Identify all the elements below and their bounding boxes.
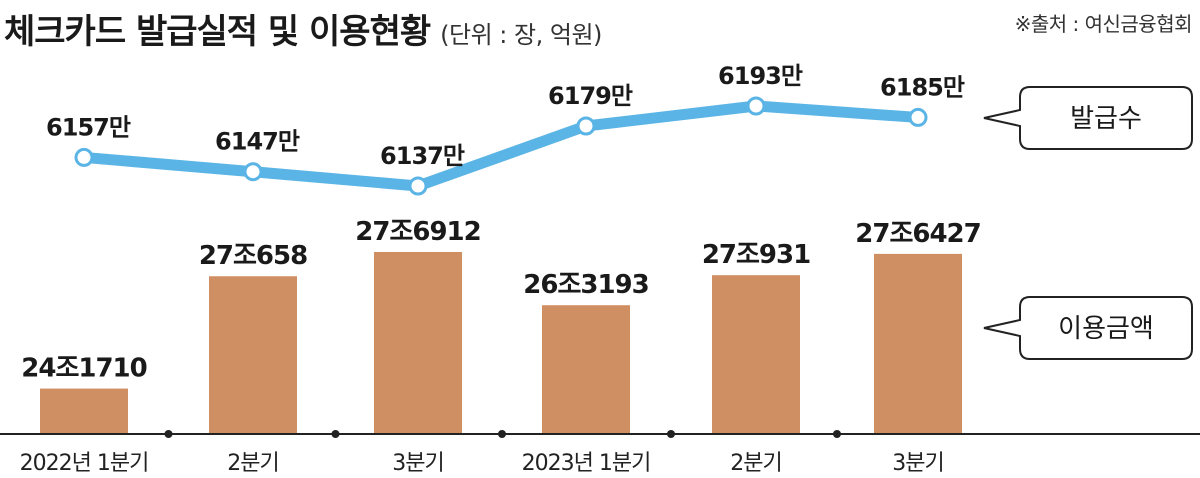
bar: [874, 253, 962, 434]
line-value-label: 6137만: [380, 142, 465, 170]
line-point: [746, 96, 766, 116]
bar: [40, 388, 128, 434]
bar-value-label: 24조1710: [21, 354, 146, 384]
bar-value-label: 27조658: [199, 241, 307, 271]
legend-callout-box: [983, 86, 1193, 150]
axis-divider-dot: [833, 430, 841, 438]
bar-value-label: 27조6912: [355, 217, 480, 247]
unit-note: (단위 : 장, 억원): [440, 21, 602, 49]
axis-divider-dot: [331, 430, 340, 438]
line-point: [243, 162, 263, 182]
line-series: [74, 96, 928, 196]
x-tick-label: 3분기: [892, 451, 943, 476]
legend-callout-box: [983, 296, 1193, 360]
bar-value-label: 26조3193: [523, 270, 648, 300]
line-point: [408, 176, 428, 196]
bar-value-label: 27조931: [702, 240, 810, 270]
line-path: [78, 100, 924, 192]
line-point: [908, 107, 928, 127]
bar-value-label: 27조6427: [855, 219, 980, 249]
line-value-label: 6185만: [880, 73, 965, 101]
x-tick-label: 2022년 1분기: [20, 451, 149, 476]
bar-value-labels: 24조1710 27조658 27조6912 26조3193 27조931 27조6427: [21, 217, 981, 384]
bar: [712, 275, 800, 434]
line-value-labels: 6157만 6147만 6137만 6179만 6193만 6185만: [46, 62, 966, 170]
x-tick-label: 3분기: [392, 451, 443, 476]
x-tick-label: 2023년 1분기: [522, 451, 651, 476]
axis-divider-dot: [164, 430, 173, 438]
line-point: [576, 116, 596, 136]
line-point: [74, 147, 94, 167]
x-tick-label: 2분기: [227, 451, 278, 476]
bar-series: [40, 251, 962, 434]
line-value-label: 6193만: [718, 62, 803, 90]
bar: [209, 276, 297, 434]
title-area: 체크카드 발급실적 및 이용현황 (단위 : 장, 억원): [4, 4, 602, 53]
axis-divider-dot: [667, 430, 675, 438]
legend-label: 이용금액: [1058, 314, 1154, 344]
x-tick-label: 2분기: [730, 451, 781, 476]
legend-label: 발급수: [1070, 104, 1142, 134]
line-value-label: 6147만: [215, 128, 300, 156]
chart-title: 체크카드 발급실적 및 이용현황: [4, 12, 431, 52]
axis-divider-dot: [498, 430, 506, 438]
bar: [374, 251, 462, 434]
bar: [542, 305, 630, 434]
line-value-label: 6179만: [548, 82, 633, 110]
x-axis: 2022년 1분기 2분기 3분기 2023년 1분기 2분기 3분기: [0, 430, 1200, 476]
source-note: ※출처 : 여신금융협회: [1014, 12, 1193, 36]
line-value-label: 6157만: [46, 113, 131, 141]
